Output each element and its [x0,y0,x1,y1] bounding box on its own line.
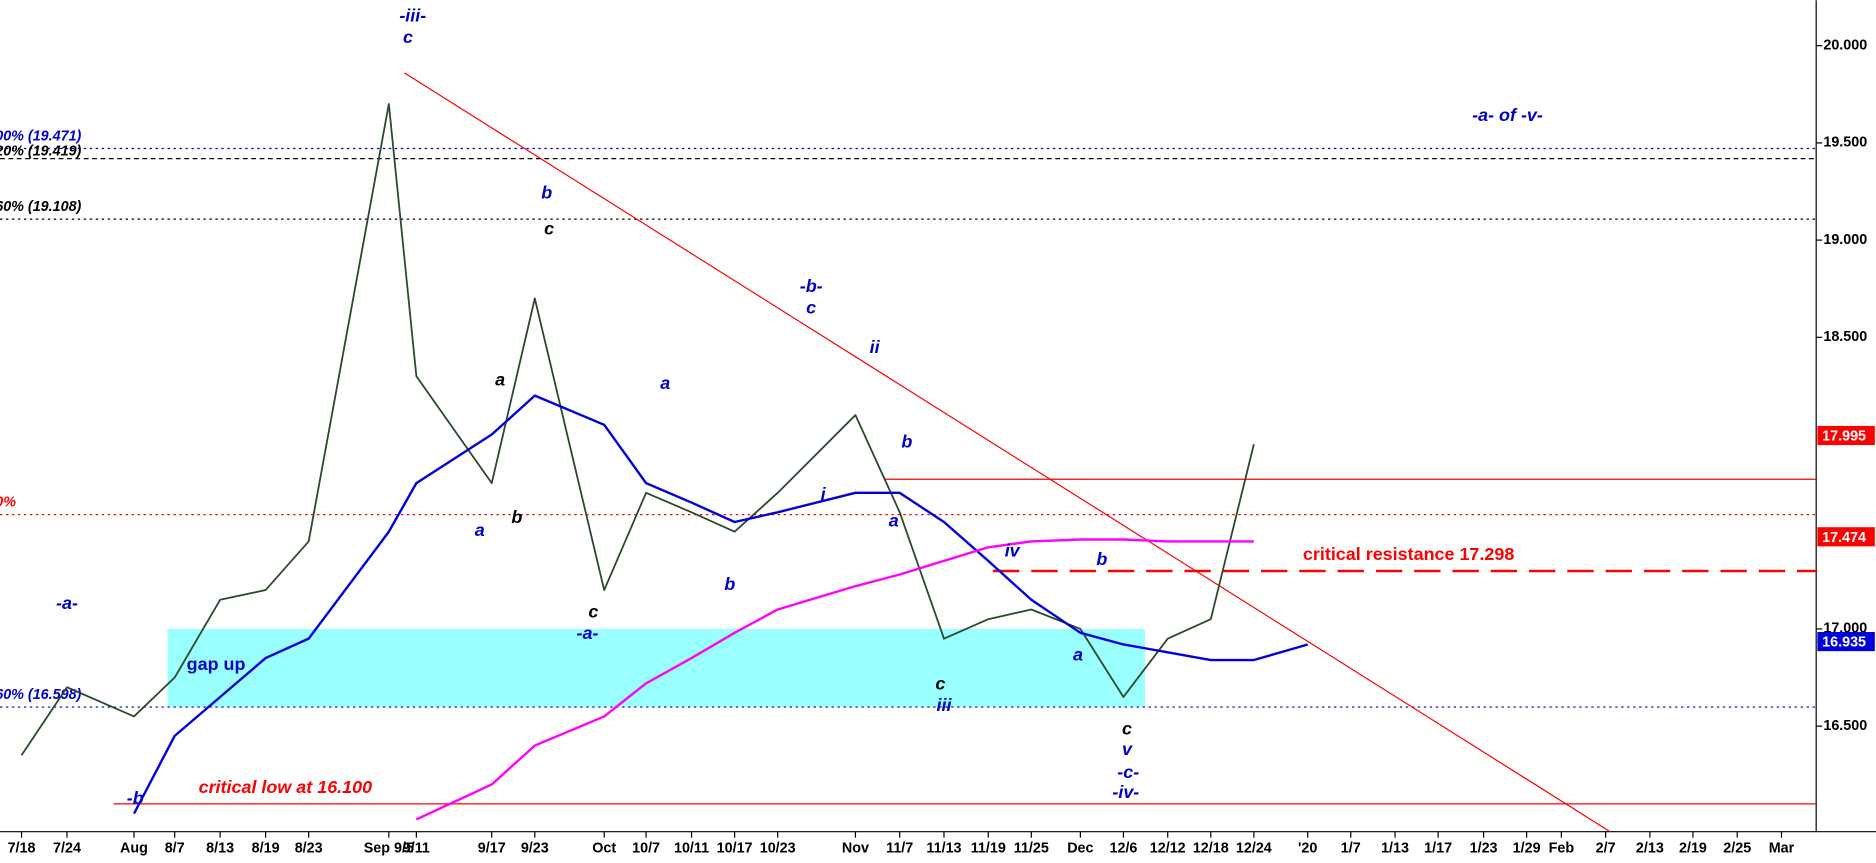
price-label: 16.935 [1822,635,1866,651]
x-tick-label: Oct [592,840,616,856]
x-tick-label: 8/13 [206,840,234,856]
x-tick-label: 11/25 [1014,840,1049,856]
y-tick-label: 18.500 [1823,329,1867,345]
wave-label: b [901,432,912,452]
x-tick-label: 12/12 [1150,840,1186,856]
x-tick-label: '20 [1298,840,1317,856]
x-tick-label: Mar [1769,840,1795,856]
x-tick-label: 11/19 [971,840,1006,856]
level-label: 0% [0,494,16,510]
x-tick-label: 7/24 [53,840,81,856]
x-tick-label: 10/11 [674,840,709,856]
x-tick-label: Aug [120,840,148,856]
wave-label: -iii- [399,6,426,26]
wave-label: -a- of -v- [1472,105,1543,125]
x-tick-label: 8/19 [252,840,280,856]
wave-label: a [475,520,485,540]
series-line [20,103,1255,756]
wave-label: a [1073,645,1083,665]
wave-label: c [1122,719,1132,739]
x-tick-label: 1/13 [1381,840,1409,856]
level-label: 00% (19.471) [0,128,82,144]
x-tick-label: Sep 9/5 [364,840,414,856]
y-tick-label: 20.000 [1823,37,1867,53]
series-line [415,538,1254,821]
x-tick-label: 1/29 [1513,840,1541,856]
x-tick-label: 7/18 [8,840,36,856]
x-tick-label: 10/17 [717,840,753,856]
wave-label: -a- [576,623,598,643]
price-label: 17.995 [1822,428,1866,444]
price-label-box [1817,527,1875,547]
x-tick-label: 2/7 [1596,840,1616,856]
price-label-box [1817,425,1875,446]
x-tick-label: 9/11 [403,840,430,856]
y-tick-label: 16.500 [1823,718,1867,734]
x-tick-label: 8/23 [295,840,323,856]
x-tick-label: 1/7 [1341,840,1361,856]
x-tick-label: 2/25 [1723,840,1751,856]
gap-label: gap up [187,654,246,674]
x-tick-label: Nov [842,840,869,856]
x-tick-label: Dec [1067,840,1093,856]
x-tick-label: Feb [1549,840,1575,856]
wave-label: -b [127,788,144,808]
level-label: critical low at 16.100 [199,777,373,797]
price-label-box [1817,631,1875,652]
x-tick-label: 1/23 [1470,840,1498,856]
wave-label: b [541,183,552,203]
wave-label: -b- [800,276,823,296]
level-label: 60% (16.598) [0,687,82,703]
y-tick-label: 19.500 [1823,135,1867,151]
x-tick-label: 11/7 [886,840,913,856]
wave-label: a [660,373,670,393]
wave-label: c [588,601,598,621]
wave-label: -a- [56,593,78,613]
wave-label: -c- [1117,762,1139,782]
wave-label: v [1122,739,1133,759]
x-tick-label: 12/6 [1109,840,1137,856]
series-line [132,394,1309,815]
wave-label: b [511,507,522,527]
wave-label: b [724,574,735,594]
level-label: critical resistance 17.298 [1303,544,1514,564]
wave-label: c [806,298,816,318]
trendline [404,72,1610,832]
wave-label: b [1096,549,1107,569]
level-label: 20% (19.419) [0,143,82,159]
x-tick-label: 10/23 [760,840,796,856]
x-tick-label: 2/13 [1636,840,1664,856]
level-label: 60% (19.108) [0,199,82,215]
wave-label: a [889,511,899,531]
wave-label: ii [870,337,881,357]
gap-zone [167,628,1145,707]
x-tick-label: 8/7 [165,840,185,856]
wave-label: iii [937,695,953,715]
y-tick-label: 19.000 [1823,232,1867,248]
price-label: 17.474 [1822,530,1866,546]
x-tick-label: 11/13 [926,840,961,856]
wave-label: c [544,219,554,239]
x-tick-label: 10/7 [632,840,660,856]
wave-label: iv [1005,540,1021,560]
wave-label: a [495,369,505,389]
wave-label: i [821,484,827,504]
x-tick-label: 2/19 [1679,840,1707,856]
x-tick-label: 12/18 [1193,840,1229,856]
x-tick-label: 1/17 [1424,840,1452,856]
wave-label: -iv- [1112,782,1139,802]
x-tick-label: 9/17 [478,840,506,856]
x-tick-label: 12/24 [1236,840,1272,856]
x-tick-label: 9/23 [521,840,549,856]
wave-label: c [403,27,413,47]
wave-label: c [935,673,945,693]
